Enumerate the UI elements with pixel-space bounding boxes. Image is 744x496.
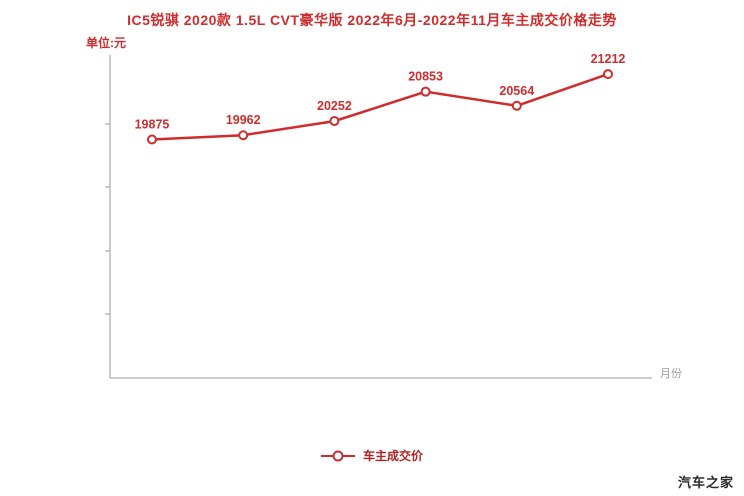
- data-label: 19962: [226, 113, 261, 127]
- x-axis-label: 月份: [660, 368, 682, 380]
- data-label: 20564: [499, 84, 534, 98]
- data-label: 20252: [317, 99, 352, 113]
- data-point: [238, 130, 249, 141]
- data-point: [420, 86, 431, 97]
- data-label: 20853: [408, 70, 443, 84]
- data-point: [511, 100, 522, 111]
- data-label: 19875: [135, 118, 170, 132]
- data-point: [603, 69, 613, 80]
- legend: 车主成交价: [0, 447, 744, 464]
- line-chart: 19875 19962 20252 20853 20564 21212: [105, 52, 652, 379]
- series-marker-icon: [320, 454, 355, 457]
- data-label: 21212: [591, 52, 626, 66]
- data-point: [147, 134, 157, 145]
- chart-title: IC5锐骐 2020款 1.5L CVT豪华版 2022年6月-2022年11月…: [127, 12, 617, 28]
- data-point: [329, 116, 340, 127]
- watermark: 汽车之家: [677, 475, 734, 490]
- legend-label: 车主成交价: [362, 449, 423, 463]
- y-axis-ticks: [105, 123, 110, 315]
- series-line: [151, 72, 609, 141]
- y-axis-unit-label: 单位:元: [86, 36, 126, 50]
